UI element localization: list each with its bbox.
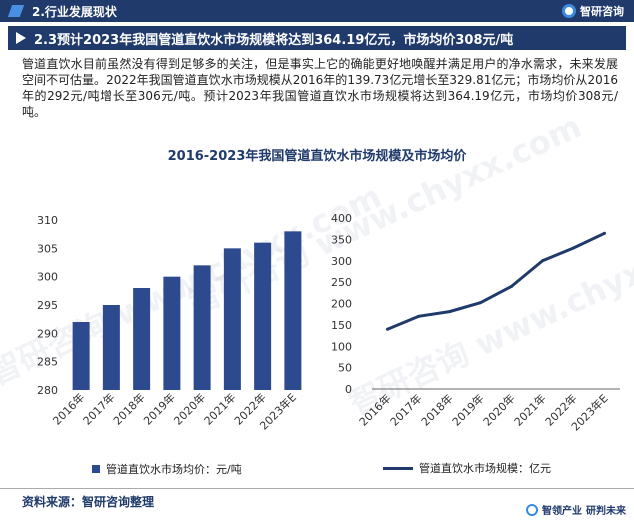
bar-legend: 管道直饮水市场均价：元/吨 xyxy=(92,461,242,477)
source-note: 资料来源：智研咨询整理 xyxy=(22,495,155,509)
data-point xyxy=(417,314,420,318)
footer-brand-text: 智领产业 xyxy=(542,506,582,517)
section-bar: 2.3预计2023年我国管道直饮水市场规模将达到364.19亿元，市场均价308… xyxy=(8,26,626,50)
y-tick-label: 150 xyxy=(331,319,352,332)
footer-divider xyxy=(0,488,634,489)
y-tick-label: 310 xyxy=(37,214,58,227)
play-icon xyxy=(16,32,26,44)
y-tick-label: 295 xyxy=(37,299,58,312)
line-legend-label: 管道直饮水市场规模：亿元 xyxy=(419,462,551,475)
footer-slogan: 研判未来 xyxy=(586,506,626,517)
y-tick-label: 200 xyxy=(331,298,352,311)
x-tick-label: 2018年 xyxy=(418,391,455,428)
chart-title: 2016-2023年我国管道直饮水市场规模及市场均价 xyxy=(167,149,467,164)
y-tick-label: 280 xyxy=(37,384,58,397)
header-title: 2.行业发展现状 xyxy=(32,5,117,19)
y-tick-label: 350 xyxy=(331,233,352,246)
brand-logo: 智研咨询 xyxy=(562,3,624,19)
bar xyxy=(72,322,90,390)
x-tick-label: 2021年 xyxy=(201,390,238,427)
top-header: 2.行业发展现状 智研咨询 xyxy=(0,0,634,22)
footer-logo-icon xyxy=(526,503,538,516)
market-size-line-chart: 0501001502002503003504002016年2017年2018年2… xyxy=(331,212,620,434)
data-point xyxy=(448,310,451,314)
line-legend: 管道直饮水市场规模：亿元 xyxy=(383,460,551,476)
footer-brand: 智领产业 研判未来 xyxy=(526,502,626,517)
x-tick-label: 2017年 xyxy=(80,390,117,427)
bar xyxy=(254,242,272,390)
line-legend-swatch xyxy=(383,466,413,470)
x-tick-label: 2016年 xyxy=(356,391,393,428)
data-point xyxy=(479,301,482,305)
y-tick-label: 290 xyxy=(37,327,58,340)
data-point xyxy=(572,246,575,250)
bar xyxy=(102,305,120,390)
header-marker-icon xyxy=(7,5,25,17)
price-bar-chart: 2802852902953003053102016年2017年2018年2019… xyxy=(37,214,302,433)
x-tick-label: 2019年 xyxy=(449,391,486,428)
brand-logo-icon xyxy=(562,4,576,18)
bar-legend-swatch xyxy=(92,465,100,473)
brand-name: 智研咨询 xyxy=(580,5,624,18)
bar xyxy=(284,231,302,390)
series-line xyxy=(386,231,606,331)
x-tick-label: 2021年 xyxy=(511,391,548,428)
y-tick-label: 100 xyxy=(331,340,352,353)
bar xyxy=(133,288,151,390)
x-tick-label: 2020年 xyxy=(171,390,208,427)
x-tick-label: 2017年 xyxy=(387,391,424,428)
x-tick-label: 2019年 xyxy=(141,390,178,427)
x-tick-label: 2018年 xyxy=(110,390,147,427)
section-title: 2.3预计2023年我国管道直饮水市场规模将达到364.19亿元，市场均价308… xyxy=(34,33,514,48)
bar xyxy=(223,248,241,390)
y-tick-label: 0 xyxy=(345,383,352,396)
bar-legend-label: 管道直饮水市场均价：元/吨 xyxy=(106,463,242,476)
data-point xyxy=(541,259,544,263)
y-tick-label: 250 xyxy=(331,276,352,289)
y-tick-label: 285 xyxy=(37,356,58,369)
y-tick-label: 305 xyxy=(37,242,58,255)
bar xyxy=(163,276,181,390)
description-paragraph: 管道直饮水目前虽然没有得到足够多的关注，但是事实上它的确能更好地唤醒并满足用户的… xyxy=(22,57,618,119)
x-tick-label: 2020年 xyxy=(480,391,517,428)
y-tick-label: 300 xyxy=(37,271,58,284)
data-point xyxy=(386,327,389,331)
data-point xyxy=(510,284,513,288)
data-point xyxy=(603,231,606,235)
y-tick-label: 400 xyxy=(331,212,352,225)
bar xyxy=(193,265,211,390)
y-tick-label: 50 xyxy=(338,362,352,375)
y-tick-label: 300 xyxy=(331,255,352,268)
